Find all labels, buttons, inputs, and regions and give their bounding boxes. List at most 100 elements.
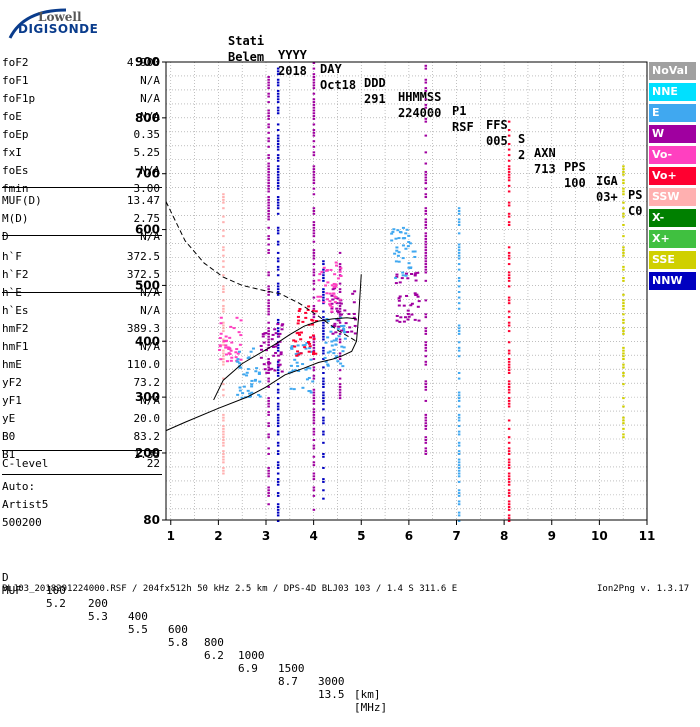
echo-dash: [326, 364, 330, 367]
echo-dash: [261, 333, 265, 336]
echo-dash: [230, 356, 234, 359]
echo-dash: [294, 340, 298, 343]
echo-dash: [350, 330, 354, 333]
echo-dash: [457, 246, 461, 249]
echo-dash: [276, 81, 280, 84]
echo-dash: [312, 87, 316, 90]
echo-dash: [622, 405, 625, 408]
echo-dash: [424, 170, 428, 173]
echo-dash: [222, 274, 225, 277]
echo-dash: [507, 391, 511, 394]
echo-dash: [267, 332, 270, 335]
echo-dash: [314, 352, 318, 355]
echo-dash: [335, 318, 339, 321]
echo-dash: [424, 316, 428, 319]
echo-trace: [424, 64, 428, 455]
muf-row: MUF 5.2 5.3 5.5 5.8 6.2 6.9 8.7 13.5 [MH…: [2, 571, 387, 727]
echo-dash: [250, 379, 254, 382]
echo-dash: [334, 261, 338, 264]
echo-dash: [424, 380, 428, 383]
echo-dash: [276, 129, 280, 132]
echo-dash: [507, 221, 511, 224]
param-value: N/A: [140, 110, 160, 123]
param-row: h`F 372.5: [2, 250, 160, 266]
echo-dash: [267, 338, 270, 341]
echo-dash: [405, 294, 409, 297]
echo-dash: [398, 295, 402, 298]
profile-curves: [165, 201, 362, 432]
echo-dash: [507, 483, 511, 486]
echo-dash: [312, 369, 316, 372]
echo-dash: [267, 243, 270, 246]
echo-dash: [222, 246, 225, 249]
echo-dash: [507, 257, 511, 260]
echo-dash: [263, 332, 267, 335]
echo-dash: [222, 425, 225, 428]
echo-dash: [507, 358, 511, 361]
echo-dash: [305, 342, 309, 345]
echo-dash: [335, 337, 339, 340]
echo-dash: [622, 422, 625, 425]
echo-dash: [622, 279, 625, 282]
echo-dash: [457, 391, 461, 394]
echo-dash: [424, 226, 428, 229]
echo-dash: [222, 207, 225, 210]
echo-dash: [267, 413, 270, 416]
param-value: N/A: [140, 230, 160, 243]
echo-dash: [457, 503, 461, 506]
echo-dash: [312, 274, 316, 277]
echo-dash: [311, 353, 315, 356]
echo-dash: [330, 311, 334, 314]
echo-dash: [329, 330, 333, 333]
echo-dash: [622, 173, 625, 176]
echo-dash: [457, 249, 461, 252]
echo-dash: [276, 444, 280, 447]
echo-dash: [311, 380, 315, 383]
echo-dash: [507, 310, 511, 313]
echo-dash: [348, 326, 352, 329]
param-value: N/A: [140, 164, 160, 177]
echo-dash: [424, 120, 428, 123]
echo-dash: [424, 87, 428, 90]
echo-dash: [457, 232, 461, 235]
echo-dash: [312, 408, 316, 411]
echo-dash: [424, 330, 428, 333]
echo-dash: [267, 182, 270, 185]
echo-dash: [328, 300, 332, 303]
echo-dash: [507, 120, 511, 123]
echo-dash: [507, 215, 511, 218]
echo-dash: [236, 358, 240, 361]
echo-dash: [222, 285, 225, 288]
echo-dash: [267, 385, 270, 388]
echo-cluster: [259, 323, 285, 374]
echo-dash: [424, 193, 428, 196]
echo-dash: [276, 145, 280, 148]
echo-dash: [276, 95, 280, 98]
echo-dash: [276, 243, 280, 246]
echo-dash: [222, 455, 225, 458]
echo-dash: [410, 313, 414, 316]
echo-dash: [457, 394, 461, 397]
echo-dash: [267, 313, 270, 316]
echo-dash: [507, 142, 511, 145]
echo-dash: [312, 235, 316, 238]
echo-dash: [307, 376, 311, 379]
echo-dash: [457, 296, 461, 299]
echo-dash: [312, 486, 316, 489]
echo-dash: [332, 286, 336, 289]
echo-dash: [267, 433, 270, 436]
echo-dash: [312, 168, 316, 171]
autoscale-line: Auto:: [2, 480, 160, 496]
echo-dash: [338, 358, 342, 361]
echo-dash: [336, 310, 340, 313]
echo-dash: [339, 274, 343, 277]
echo-dash: [424, 212, 428, 215]
param-row: h`Es N/A: [2, 304, 160, 320]
echo-dash: [280, 324, 284, 327]
echo-dash: [622, 190, 625, 193]
echo-dash: [333, 325, 337, 328]
echo-dash: [407, 266, 411, 269]
echo-dash: [424, 249, 428, 252]
echo-dash: [263, 368, 267, 371]
echo-dash: [401, 271, 405, 274]
